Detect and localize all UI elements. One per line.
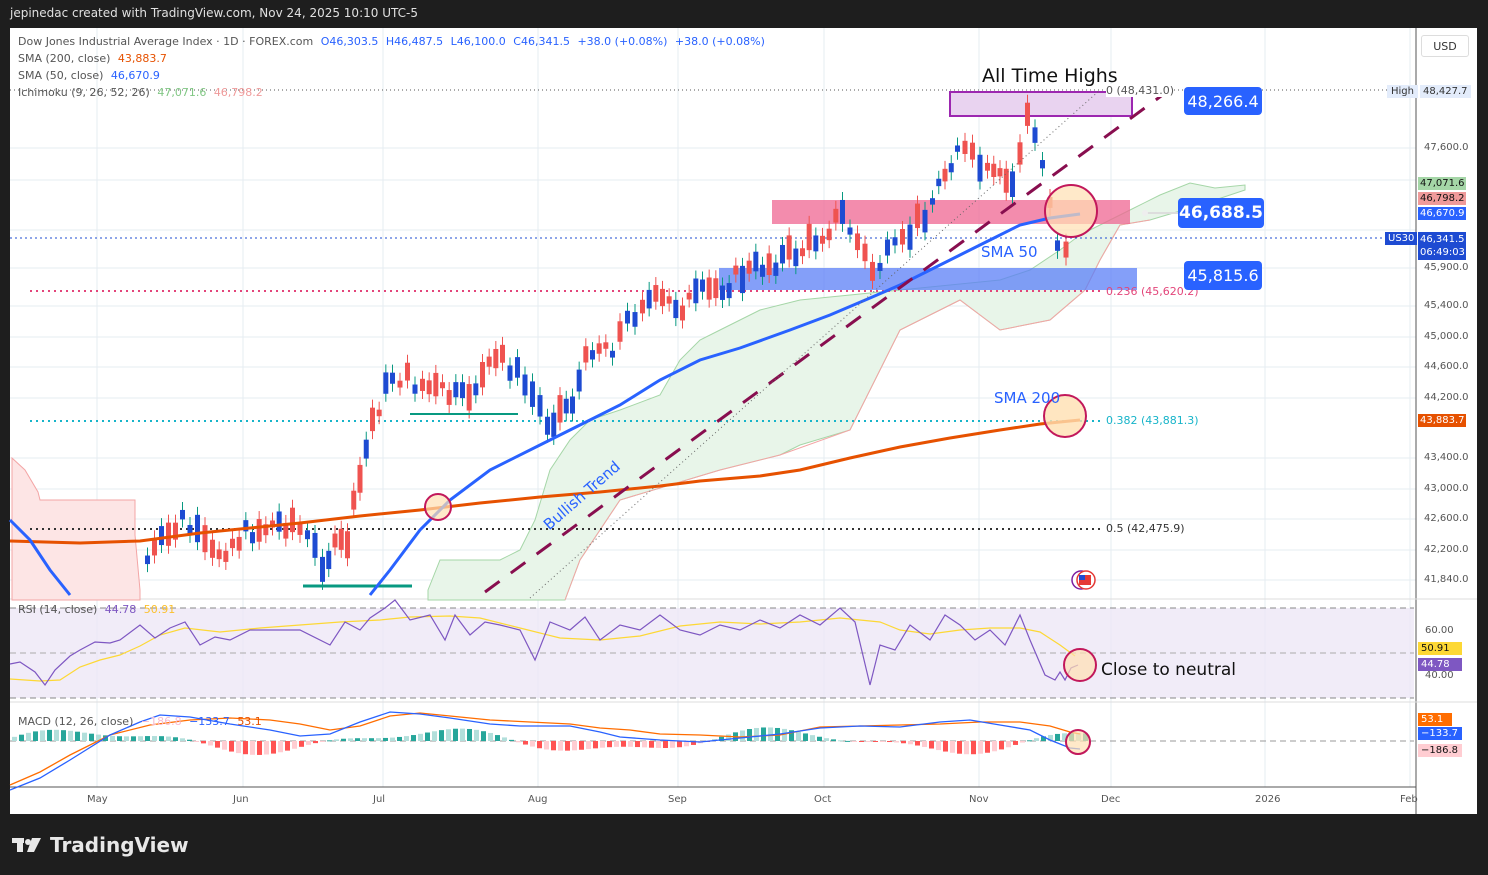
rsi-label: RSI (14, close) — [18, 603, 98, 616]
ichimoku-value-2: 46,798.2 — [213, 86, 263, 99]
fib-382-label: 0.382 (43,881.3) — [1106, 414, 1199, 427]
price-tick: 44,600.0 — [1424, 361, 1469, 372]
currency-selector[interactable]: USD — [1421, 35, 1469, 57]
sma50-value: 46,670.9 — [110, 69, 160, 82]
sma50-annotation: SMA 50 — [981, 243, 1038, 261]
price-tick: 42,600.0 — [1424, 513, 1469, 524]
time-tick: Feb — [1400, 794, 1418, 805]
fib-236-label: 0.236 (45,620.2) — [1106, 285, 1199, 298]
ath-zone — [949, 91, 1133, 117]
rsi-tick-60: 60.00 — [1425, 625, 1454, 636]
price-tick: 45,900.0 — [1424, 262, 1469, 273]
price-tick: 42,200.0 — [1424, 544, 1469, 555]
rsi-legend[interactable]: RSI (14, close) 44.78 50.91 — [18, 603, 179, 616]
sma50-line — [8, 212, 1081, 596]
support-zone — [719, 268, 1137, 290]
time-tick: Dec — [1101, 794, 1121, 805]
change-value-2: +38.0 (+0.08%) — [674, 35, 765, 48]
macd-signal-value: 53.1 — [237, 715, 262, 728]
macd-signal-tag: 53.1 — [1418, 713, 1452, 726]
last-price-tag: 46,341.5 06:49:03 — [1418, 232, 1466, 260]
fib-5-label: 0.5 (42,475.9) — [1106, 522, 1185, 535]
sma200-annotation: SMA 200 — [994, 389, 1061, 407]
sma200-line — [9, 418, 1081, 545]
ath-label: All Time Highs — [982, 65, 1118, 87]
time-tick: Jul — [373, 794, 386, 805]
sma200-legend[interactable]: SMA (200, close) 43,883.7 — [18, 52, 171, 65]
macd-hist-value: −186.8 — [140, 715, 182, 728]
sma200-marker — [1043, 394, 1087, 438]
ichimoku-green-tag: 47,071.6 — [1418, 177, 1466, 190]
time-tick: Nov — [969, 794, 989, 805]
rsi-ma-value: 50.91 — [143, 603, 176, 616]
fib-0-label: 0 (48,431.0) — [1106, 84, 1175, 97]
ichimoku-cloud-red — [11, 456, 141, 601]
symbol-tag: US30 — [1385, 232, 1418, 245]
high-value: H46,487.5 — [385, 35, 444, 48]
ichimoku-legend[interactable]: Ichimoku (9, 26, 52, 26) 47,071.6 46,798… — [18, 86, 267, 99]
time-tick: Oct — [814, 794, 832, 805]
price-tick: 43,000.0 — [1424, 483, 1469, 494]
macd-legend[interactable]: MACD (12, 26, close) −186.8 −133.7 53.1 — [18, 715, 266, 728]
low-value: L46,100.0 — [450, 35, 506, 48]
rsi-value: 44.78 — [104, 603, 137, 616]
price-tick: 45,400.0 — [1424, 300, 1469, 311]
macd-label: MACD (12, 26, close) — [18, 715, 134, 728]
open-value: O46,303.5 — [320, 35, 379, 48]
macd-signal-line — [9, 712, 1081, 786]
macd-line-tag: −133.7 — [1418, 727, 1462, 740]
sma50-price-tag: 46,670.9 — [1418, 207, 1466, 220]
level-low-badge[interactable]: 45,815.6 — [1184, 261, 1262, 290]
price-tick: 45,000.0 — [1424, 331, 1469, 342]
macd-hist-tag: −186.8 — [1418, 744, 1462, 757]
tradingview-logo[interactable]: TradingView — [12, 833, 189, 857]
macd-line-value: −133.7 — [189, 715, 230, 728]
rsi-line — [9, 599, 1079, 687]
ichimoku-label: Ichimoku (9, 26, 52, 26) — [18, 86, 150, 99]
level-high-badge[interactable]: 48,266.4 — [1184, 87, 1262, 115]
sma200-label: SMA (200, close) — [18, 52, 111, 65]
rsi-ma-tag: 50.91 — [1418, 642, 1462, 655]
time-tick: Aug — [528, 794, 548, 805]
symbol-name: Dow Jones Industrial Average Index · 1D … — [18, 35, 314, 48]
sma50-legend[interactable]: SMA (50, close) 46,670.9 — [18, 69, 164, 82]
time-tick: Sep — [668, 794, 687, 805]
price-tick: 43,400.0 — [1424, 452, 1469, 463]
sma200-value: 43,883.7 — [117, 52, 167, 65]
chart-attribution: jepinedac created with TradingView.com, … — [10, 6, 418, 20]
ichimoku-value-1: 47,071.6 — [157, 86, 207, 99]
bar-countdown: 06:49:03 — [1420, 247, 1465, 258]
price-tick: 41,840.0 — [1424, 574, 1469, 585]
bullish-trend-line — [484, 86, 1173, 594]
sma200-price-tag: 43,883.7 — [1418, 414, 1466, 427]
last-price: 46,341.5 — [1420, 234, 1465, 245]
brand-name: TradingView — [50, 833, 189, 857]
rsi-tick-40: 40.00 — [1425, 670, 1454, 681]
ichimoku-cloud-green — [427, 182, 1246, 601]
sma50-test-marker — [1044, 184, 1098, 238]
rsi-tag: 44.78 — [1418, 658, 1462, 671]
time-tick: Jun — [233, 794, 249, 805]
golden-cross-marker — [424, 493, 452, 521]
tradingview-logo-icon — [12, 838, 41, 852]
rsi-ma-line — [9, 615, 1076, 682]
level-mid-badge[interactable]: 46,688.5 — [1178, 198, 1264, 228]
price-tick: 47,600.0 — [1424, 142, 1469, 153]
macd-marker — [1065, 729, 1091, 755]
time-tick: May — [87, 794, 108, 805]
ichimoku-red-tag: 46,798.2 — [1418, 192, 1466, 205]
us-event-flag-icon[interactable] — [1071, 570, 1096, 590]
symbol-legend[interactable]: Dow Jones Industrial Average Index · 1D … — [18, 35, 769, 48]
high-tag: High — [1387, 85, 1418, 98]
sma50-label: SMA (50, close) — [18, 69, 104, 82]
rsi-neutral-marker — [1063, 648, 1097, 682]
price-tick: 44,200.0 — [1424, 392, 1469, 403]
macd-line — [9, 711, 1081, 791]
time-tick: 2026 — [1255, 794, 1281, 805]
high-value-tag: 48,427.7 — [1420, 85, 1471, 98]
close-value: C46,341.5 — [513, 35, 570, 48]
change-value: +38.0 (+0.08%) — [577, 35, 668, 48]
rsi-note: Close to neutral — [1101, 660, 1236, 680]
